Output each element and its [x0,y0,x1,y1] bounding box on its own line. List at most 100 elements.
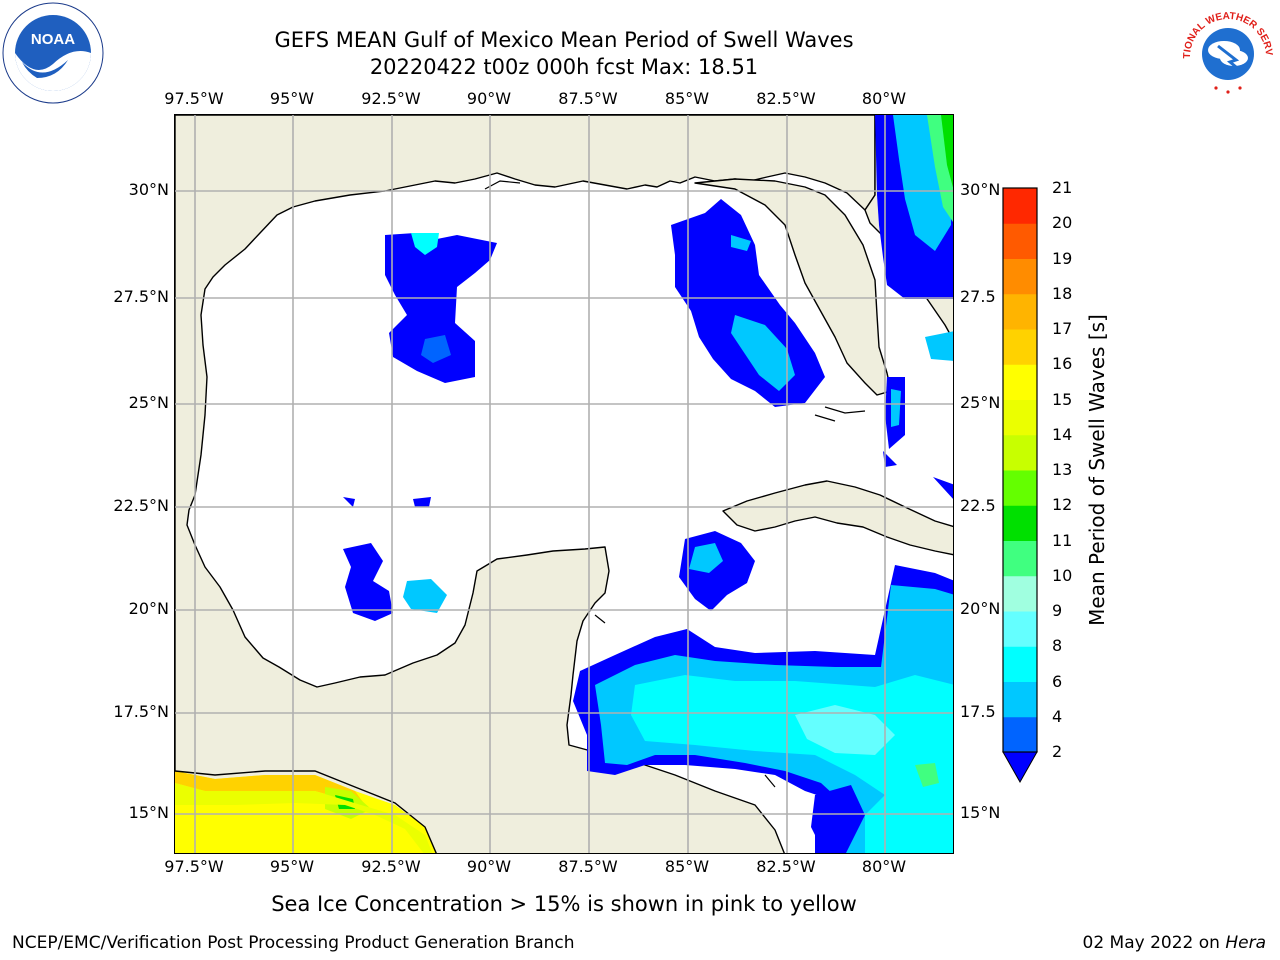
swell-region [883,451,897,467]
colorbar-tick-label: 14 [1052,424,1073,444]
colorbar-band [1003,611,1037,647]
swell-region [941,115,953,188]
colorbar-tick-label: 11 [1052,530,1073,550]
lat-label-right: 22.5 [960,496,996,515]
south-field [175,770,437,853]
lat-label-left: 27.5°N [113,287,169,306]
swell-region [343,497,355,507]
lat-label-right: 15°N [960,803,1001,822]
lon-label-bottom: 85°W [664,857,710,876]
lat-label-right: 25°N [960,393,1001,412]
lat-label-left: 17.5°N [113,702,169,721]
map-panel [174,114,954,854]
colorbar-tick-label: 17 [1052,319,1073,338]
colorbar-extend-triangle [1002,751,1038,784]
lon-label-top: 82.5°W [756,89,816,108]
swell-region [731,235,751,251]
map-subtitle: 20220422 t00z 000h fcst Max: 18.51 [369,55,759,79]
south-region [175,783,433,853]
swell-region [413,497,431,507]
lon-label-top: 80°W [861,89,907,108]
swell-region [403,579,447,613]
map-canvas [175,115,953,853]
colorbar-tick-label: 16 [1052,354,1073,374]
colorbar-bands [1003,188,1037,753]
swell-region [689,543,723,573]
colorbar-outline [1002,187,1038,753]
swell-region [385,233,497,383]
lon-label-bottom: 90°W [466,857,512,876]
colorbar-band [1003,681,1037,718]
lon-label-top: 97.5°W [164,89,224,108]
swell-region [411,233,439,255]
colorbar-band [1003,364,1037,400]
lat-label-right: 27.5 [960,287,996,306]
graticule [175,115,953,853]
footer-date-text: 02 May 2022 on [1082,933,1226,953]
colorbar-title: Mean Period of Swell Waves [s] [1085,314,1109,626]
lat-label-right: 17.5 [960,702,996,721]
land-cuba [722,480,953,556]
footer-host: Hera [1225,933,1266,953]
colorbar-tick-label: 19 [1052,248,1073,268]
swell-region [731,315,795,391]
colorbar-tick-label: 20 [1052,213,1073,233]
colorbar-tick-label: 12 [1052,495,1073,515]
map-title: GEFS MEAN Gulf of Mexico Mean Period of … [274,28,854,52]
lon-label-top: 85°W [664,89,710,108]
colorbar-band [1003,293,1037,330]
swell-region [891,389,901,427]
swell-field [343,115,953,853]
footer-credit: NCEP/EMC/Verification Post Processing Pr… [12,933,575,953]
swell-region [933,477,953,499]
lat-label-left: 25°N [128,393,169,412]
colorbar-band [1003,258,1037,295]
nws-logo: NATIONAL WEATHER SERVICE [1178,2,1276,100]
lat-label-right: 20°N [960,599,1001,618]
colorbar [1002,187,1038,784]
colorbar-band [1003,505,1037,541]
colorbar-band [1003,434,1037,471]
colorbar-band [1003,223,1037,259]
lon-label-bottom: 97.5°W [164,857,224,876]
colorbar-band [1003,716,1037,753]
colorbar-band [1003,646,1037,682]
caption: Sea Ice Concentration > 15% is shown in … [271,892,857,916]
lon-label-bottom: 82.5°W [756,857,816,876]
colorbar-tick-label: 2 [1052,742,1063,761]
colorbar-tick-label: 9 [1052,601,1063,620]
lat-label-left: 15°N [128,803,169,822]
lon-label-bottom: 87.5°W [558,857,618,876]
swell-region [421,335,451,363]
lon-label-bottom: 95°W [269,857,315,876]
colorbar-tick-label: 4 [1052,706,1063,726]
lon-label-top: 92.5°W [361,89,421,108]
swell-region [915,763,939,787]
lon-label-top: 87.5°W [558,89,618,108]
colorbar-tick-label: 18 [1052,283,1073,303]
lon-label-top: 95°W [269,89,315,108]
lon-label-bottom: 80°W [861,857,907,876]
swell-region [795,705,895,755]
south-coast [175,770,437,853]
swell-region [925,331,953,361]
colorbar-tick-label: 6 [1052,671,1063,691]
noaa-logo: NOAA [2,2,104,104]
colorbar-tick-label: 8 [1052,636,1063,656]
lat-label-left: 22.5°N [113,496,169,515]
colorbar-band [1003,575,1037,612]
colorbar-band [1003,540,1037,577]
swell-region [343,543,393,621]
colorbar-band [1003,188,1037,224]
colorbar-tick-label: 13 [1052,460,1073,479]
colorbar-tick-label: 15 [1052,389,1073,409]
swell-region [811,785,865,853]
colorbar-band [1003,470,1037,506]
south-region [175,771,365,805]
lon-label-bottom: 92.5°W [361,857,421,876]
colorbar-tick-label: 21 [1052,178,1073,197]
colorbar-band [1003,329,1037,365]
lat-label-left: 30°N [128,180,169,199]
lon-label-top: 90°W [466,89,512,108]
colorbar-band [1003,399,1037,436]
